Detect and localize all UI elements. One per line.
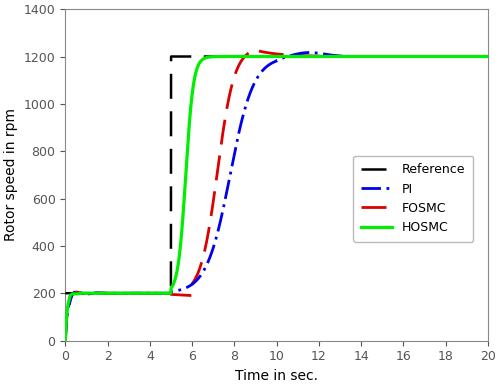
Y-axis label: Rotor speed in rpm: Rotor speed in rpm [4, 108, 18, 241]
Reference [224, 54, 230, 59]
HOSMC [139, 291, 145, 296]
Line: HOSMC: HOSMC [66, 57, 488, 341]
FOSMC [378, 54, 384, 59]
Reference [337, 54, 343, 59]
Legend: Reference, PI, FOSMC, HOSMC: Reference, PI, FOSMC, HOSMC [354, 156, 473, 241]
FOSMC [139, 291, 145, 296]
PI [337, 54, 343, 58]
Reference [139, 291, 145, 296]
Reference [168, 54, 174, 59]
FOSMC [485, 54, 491, 59]
FOSMC [252, 48, 258, 52]
HOSMC [378, 54, 384, 59]
Line: FOSMC: FOSMC [66, 50, 488, 341]
FOSMC [337, 54, 343, 59]
HOSMC [410, 54, 416, 59]
FOSMC [224, 106, 230, 111]
Line: Reference: Reference [66, 57, 488, 293]
Reference [62, 291, 68, 296]
FOSMC [410, 54, 416, 59]
FOSMC [62, 338, 68, 343]
FOSMC [316, 54, 322, 58]
Reference [410, 54, 416, 59]
HOSMC [316, 54, 322, 59]
X-axis label: Time in sec.: Time in sec. [235, 369, 318, 383]
PI [316, 51, 322, 56]
Line: PI: PI [66, 53, 488, 341]
PI [139, 291, 145, 296]
HOSMC [485, 54, 491, 59]
Reference [316, 54, 322, 59]
PI [306, 50, 312, 55]
PI [224, 189, 230, 194]
Reference [485, 54, 491, 59]
PI [485, 54, 491, 59]
HOSMC [337, 54, 343, 59]
HOSMC [62, 338, 68, 343]
PI [378, 54, 384, 59]
PI [62, 338, 68, 343]
HOSMC [324, 54, 330, 59]
PI [410, 54, 416, 59]
Reference [378, 54, 384, 59]
HOSMC [224, 54, 230, 59]
